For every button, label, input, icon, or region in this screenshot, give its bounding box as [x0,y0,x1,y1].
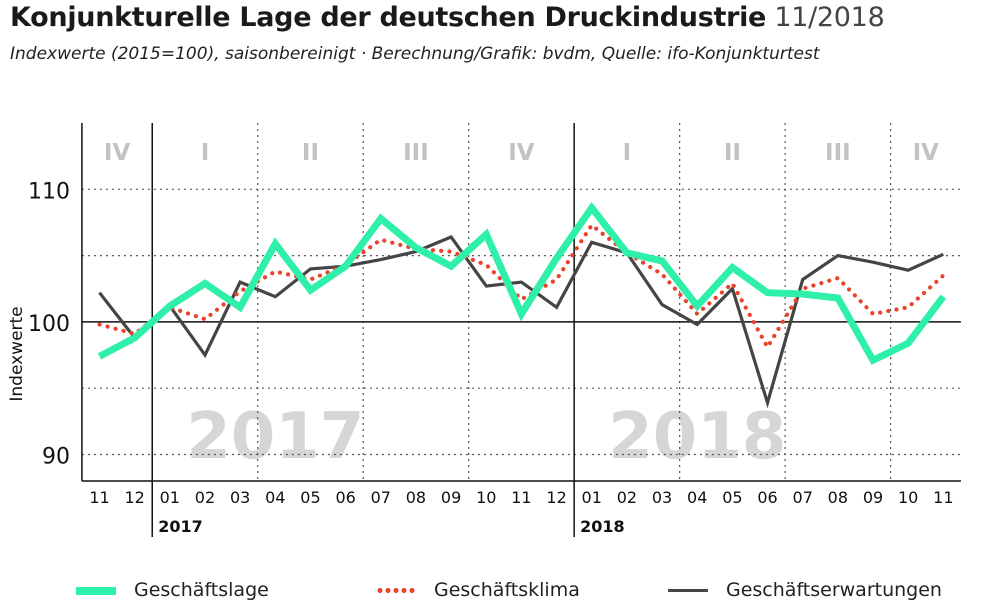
quarter-label-4: IV [508,140,535,166]
x-tick-label-19: 06 [757,488,777,507]
legend-swatch-geschaeftsklima [376,588,416,593]
quarter-label-3: III [403,140,429,166]
x-tick-label-21: 08 [828,488,848,507]
x-tick-label-13: 12 [546,488,566,507]
x-tick-label-8: 07 [371,488,391,507]
quarter-label-2: II [302,140,319,166]
y-tick-label-110: 110 [28,179,70,204]
quarter-label-0: IV [104,140,131,166]
legend-label-geschaeftserwartungen: Geschäftserwartungen [726,579,942,601]
x-tick-label-10: 09 [441,488,461,507]
x-tick-label-2: 01 [160,488,180,507]
legend-item-geschaeftsklima: Geschäftsklima [376,579,580,601]
chart-title-main: Konjunkturelle Lage der deutschen Drucki… [10,2,767,33]
legend-label-geschaeftslage: Geschäftslage [134,579,269,601]
series-line-geschäftserwartungen [98,235,944,409]
series-line-geschäftsklima [97,222,946,352]
quarter-label-5: I [623,140,632,166]
legend-item-geschaeftslage: Geschäftslage [76,579,269,601]
x-tick-label-3: 02 [195,488,215,507]
legend-item-geschaeftserwartungen: Geschäftserwartungen [668,579,942,601]
x-tick-label-24: 11 [933,488,953,507]
x-tick-label-5: 04 [265,488,285,507]
x-tick-label-20: 07 [793,488,813,507]
quarter-label-8: IV [913,140,940,166]
x-tick-label-6: 05 [300,488,320,507]
x-tick-label-22: 09 [863,488,883,507]
legend-swatch-geschaeftserwartungen [668,589,708,592]
x-tick-label-23: 10 [898,488,918,507]
x-tick-label-9: 08 [406,488,426,507]
quarter-label-1: I [201,140,210,166]
x-tick-label-11: 10 [476,488,496,507]
chart-subtitle: Indexwerte (2015=100), saisonbereinigt ·… [10,44,820,64]
quarter-label-7: III [825,140,851,166]
y-axis-title: Indexwerte [7,306,27,401]
chart-title-date: 11/2018 [774,2,885,33]
year-label-2018: 2018 [580,517,625,536]
legend-swatch-geschaeftslage [76,586,116,595]
x-tick-label-7: 06 [335,488,355,507]
x-tick-label-14: 01 [582,488,602,507]
legend-label-geschaeftsklima: Geschäftsklima [434,579,580,601]
x-tick-label-1: 12 [124,488,144,507]
chart-title: Konjunkturelle Lage der deutschen Drucki… [10,2,885,33]
watermark-year-2017: 2017 [186,400,364,474]
y-tick-label-100: 100 [28,312,70,337]
x-tick-label-18: 05 [722,488,742,507]
x-tick-label-12: 11 [511,488,531,507]
year-label-2017: 2017 [158,517,203,536]
y-tick-label-90: 90 [42,444,70,469]
quarter-label-6: II [724,140,741,166]
chart-legend: Geschäftslage Geschäftsklima Geschäftser… [0,577,1000,607]
x-tick-label-0: 11 [89,488,109,507]
x-tick-label-16: 03 [652,488,672,507]
x-tick-label-4: 03 [230,488,250,507]
x-tick-label-17: 04 [687,488,707,507]
watermark-year-2018: 2018 [608,400,786,474]
series-line-geschäftslage [97,202,947,365]
x-tick-label-15: 02 [617,488,637,507]
